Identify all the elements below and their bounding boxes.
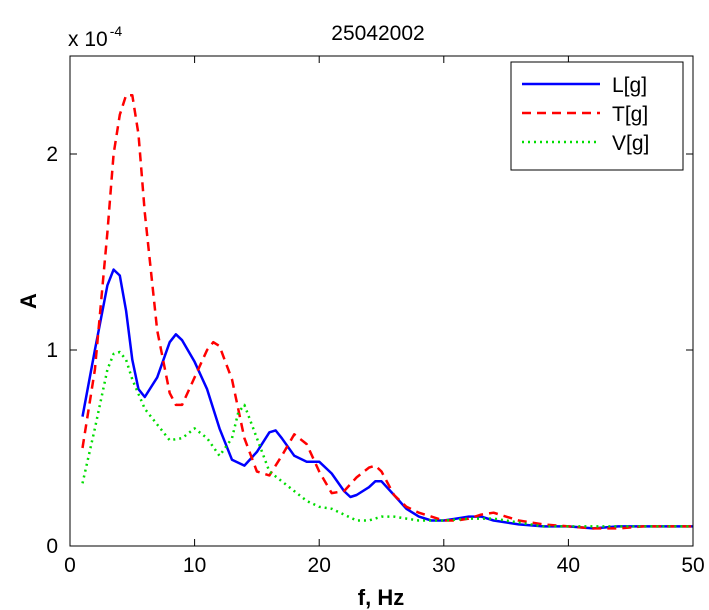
series-line-v: [81, 350, 693, 528]
x-axis-ticks: 0 10 20 30 40 50: [64, 56, 705, 577]
plot-frame: [69, 55, 694, 547]
x-tick-label: 40: [557, 554, 580, 577]
legend-label: V[g]: [612, 132, 649, 155]
x-tick-label: 30: [432, 554, 455, 577]
y-axis-title: A: [16, 293, 41, 309]
y-tick-label: 0: [46, 535, 58, 558]
x-axis-title: f, Hz: [358, 585, 404, 610]
y-tick-label: 1: [46, 339, 58, 362]
legend-label: L[g]: [612, 74, 647, 97]
y-axis-multiplier-exponent: -4: [110, 23, 123, 39]
y-axis-ticks: 0 1 2: [46, 143, 693, 558]
x-tick-label: 50: [681, 554, 704, 577]
series-line-t: [81, 93, 693, 530]
y-axis-multiplier-base: x 10: [68, 28, 108, 51]
legend: L[g] T[g] V[g]: [510, 61, 684, 171]
x-tick-label: 0: [64, 554, 76, 577]
y-axis-multiplier: x 10 -4: [68, 23, 122, 51]
legend-label: T[g]: [612, 103, 648, 126]
series-line-l: [81, 268, 693, 530]
x-tick-label: 20: [308, 554, 331, 577]
chart-title: 25042002: [331, 22, 424, 45]
y-tick-label: 2: [46, 143, 58, 166]
legend-box: [510, 61, 684, 171]
x-tick-label: 10: [183, 554, 206, 577]
series-layer: [81, 93, 693, 530]
